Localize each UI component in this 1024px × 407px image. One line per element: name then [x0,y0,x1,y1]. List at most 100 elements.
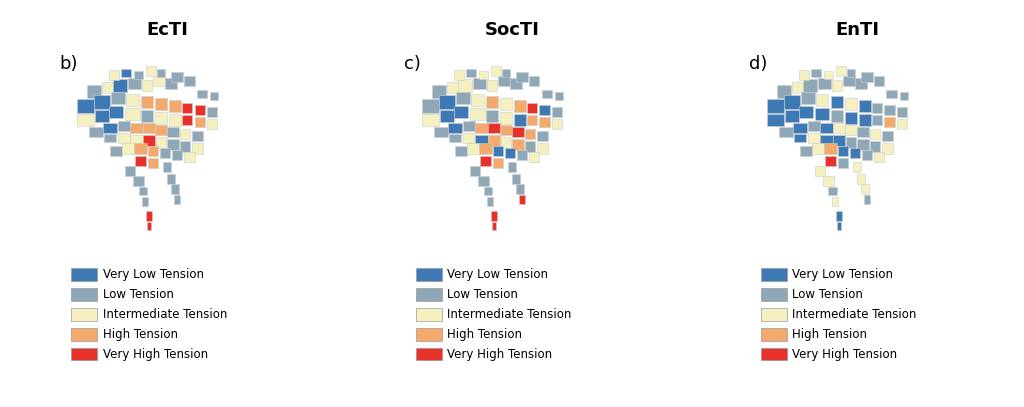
Polygon shape [145,211,152,221]
Polygon shape [845,112,857,124]
Polygon shape [516,184,524,194]
Polygon shape [78,114,94,126]
Polygon shape [529,151,540,162]
Polygon shape [171,184,179,194]
Polygon shape [552,107,562,117]
Polygon shape [857,174,865,184]
Polygon shape [125,166,135,176]
Polygon shape [109,70,119,80]
Polygon shape [792,82,804,92]
Polygon shape [776,85,791,98]
Polygon shape [130,123,142,133]
Polygon shape [480,155,490,166]
Polygon shape [155,125,167,135]
Title: EcTI: EcTI [146,21,188,39]
Polygon shape [784,110,799,122]
Polygon shape [823,176,834,186]
Polygon shape [510,78,522,88]
Polygon shape [862,149,872,160]
Polygon shape [207,107,217,117]
Polygon shape [874,151,885,162]
Polygon shape [470,108,484,120]
Polygon shape [512,139,524,149]
Polygon shape [861,72,873,82]
Polygon shape [475,123,487,133]
Polygon shape [815,166,825,176]
Polygon shape [432,85,445,98]
Polygon shape [514,100,526,112]
Polygon shape [111,92,125,104]
Legend: Very Low Tension, Low Tension, Intermediate Tension, High Tension, Very High Ten: Very Low Tension, Low Tension, Intermedi… [412,265,575,364]
Polygon shape [122,143,134,153]
Polygon shape [141,80,152,91]
Polygon shape [121,69,131,77]
Polygon shape [438,94,455,109]
Polygon shape [169,114,181,126]
Polygon shape [836,211,842,221]
Polygon shape [843,77,855,86]
Polygon shape [830,110,843,122]
Polygon shape [135,155,145,166]
Polygon shape [478,176,488,186]
Polygon shape [838,146,848,155]
Polygon shape [103,123,117,133]
Polygon shape [447,123,462,133]
Polygon shape [824,71,833,79]
Polygon shape [801,92,815,104]
Polygon shape [870,142,881,151]
Polygon shape [140,110,153,122]
Polygon shape [874,77,885,86]
Polygon shape [525,142,536,151]
Polygon shape [171,72,183,82]
Polygon shape [195,105,205,115]
Polygon shape [859,100,871,112]
Polygon shape [193,143,203,153]
Polygon shape [831,80,842,91]
Polygon shape [897,107,907,117]
Polygon shape [540,117,550,127]
Polygon shape [870,129,881,139]
Polygon shape [505,147,515,158]
Polygon shape [855,78,867,88]
Polygon shape [845,98,857,110]
Polygon shape [155,98,167,110]
Polygon shape [816,94,828,106]
Polygon shape [142,123,155,133]
Polygon shape [153,77,165,86]
Polygon shape [423,99,438,113]
Polygon shape [155,112,167,124]
Polygon shape [167,127,179,137]
Polygon shape [500,112,512,124]
Polygon shape [837,222,841,230]
Polygon shape [514,114,526,126]
Polygon shape [479,71,487,79]
Polygon shape [180,142,190,151]
Polygon shape [134,143,146,153]
Polygon shape [831,197,838,206]
Polygon shape [485,110,498,122]
Polygon shape [456,92,470,104]
Polygon shape [525,129,536,139]
Polygon shape [147,146,158,155]
Polygon shape [552,119,562,129]
Polygon shape [800,146,812,155]
Polygon shape [439,110,454,122]
Polygon shape [538,143,548,153]
Polygon shape [793,123,807,133]
Polygon shape [487,135,500,146]
Polygon shape [486,197,493,206]
Polygon shape [836,66,846,77]
Polygon shape [808,121,820,131]
Polygon shape [808,133,820,143]
Polygon shape [500,98,512,110]
Polygon shape [900,92,908,100]
Polygon shape [113,79,127,92]
Polygon shape [824,143,837,153]
Polygon shape [540,105,550,115]
Polygon shape [78,99,94,113]
Polygon shape [207,119,217,129]
Polygon shape [126,94,138,106]
Polygon shape [449,134,461,142]
Polygon shape [182,103,193,113]
Polygon shape [174,195,180,204]
